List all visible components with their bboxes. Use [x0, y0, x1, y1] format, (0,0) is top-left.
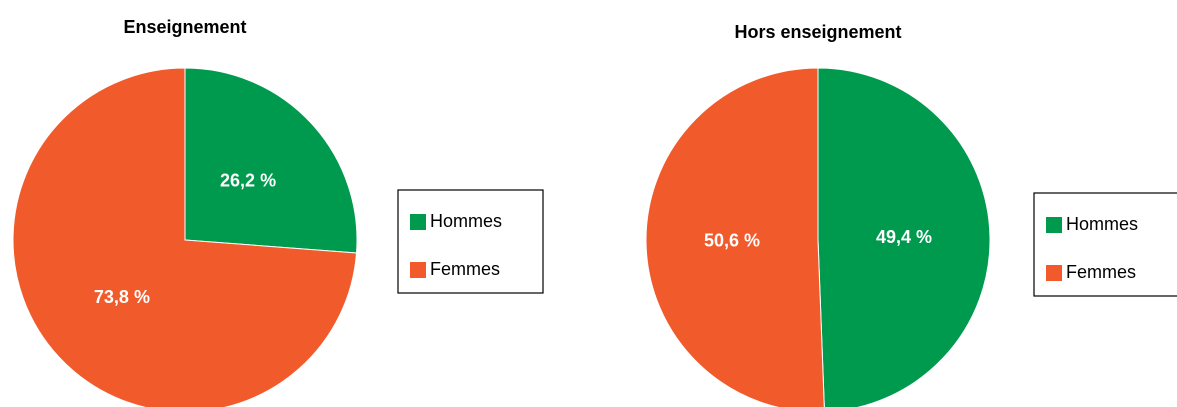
data-label: 26,2 % [220, 170, 276, 190]
pie-slice [645, 67, 825, 407]
legend-label: Hommes [430, 211, 502, 231]
legend-swatch [1046, 265, 1062, 281]
legend-label: Femmes [1066, 262, 1136, 282]
data-label: 49,4 % [876, 227, 932, 247]
data-label: 50,6 % [704, 230, 760, 250]
legend-swatch [410, 214, 426, 230]
legend-label: Hommes [1066, 214, 1138, 234]
legend-label: Femmes [430, 259, 500, 279]
chart-title: Enseignement [123, 17, 246, 37]
legend-swatch [410, 262, 426, 278]
pie-slice [817, 67, 991, 407]
legend-swatch [1046, 217, 1062, 233]
chart-title: Hors enseignement [734, 22, 901, 42]
pie-slice [12, 67, 358, 407]
pie-slice [184, 67, 358, 254]
data-label: 73,8 % [94, 287, 150, 307]
